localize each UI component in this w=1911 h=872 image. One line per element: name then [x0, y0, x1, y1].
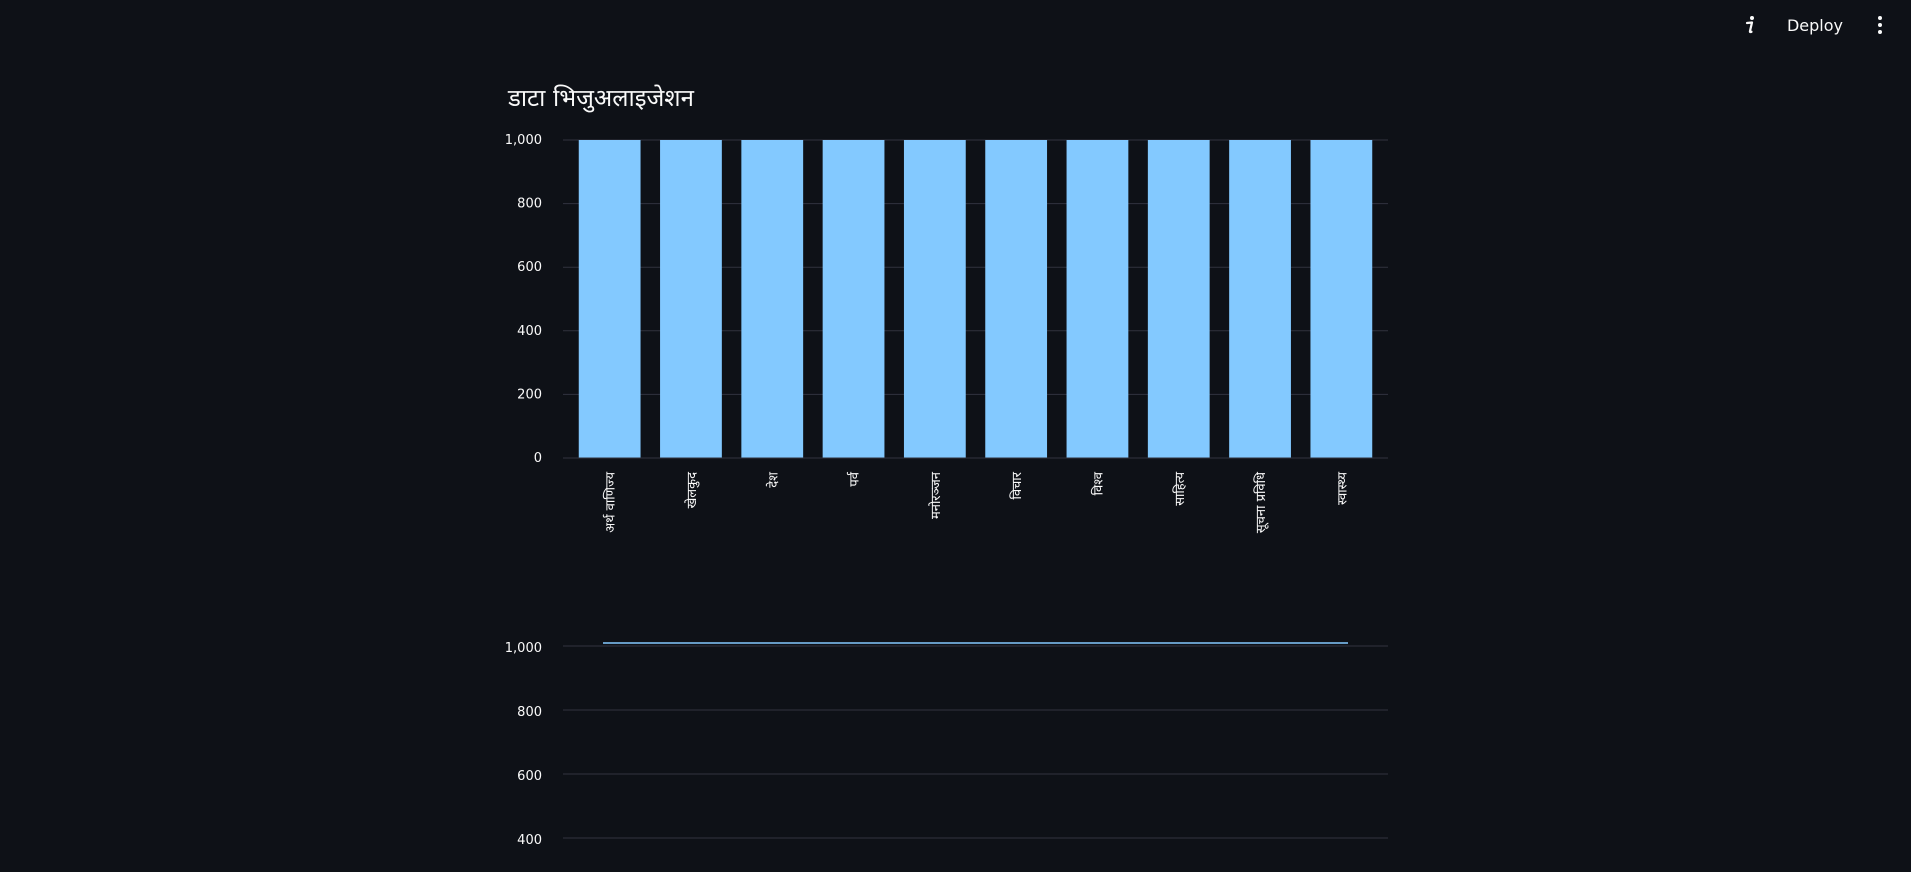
y-tick-label: 400: [517, 833, 542, 848]
x-tick-label: देश: [765, 471, 781, 488]
x-tick-label: विचार: [1009, 471, 1025, 499]
x-tick-label: खेलकुद: [684, 471, 700, 508]
bar: [1310, 140, 1373, 458]
main-content: डाटा भिजुअलाइजेशन: [508, 80, 1388, 116]
y-tick-label: 600: [517, 260, 542, 275]
bar: [1229, 140, 1291, 458]
line-chart: 400 600 800 1,000: [505, 641, 1388, 848]
page-title: डाटा भिजुअलाइजेशन: [508, 84, 694, 112]
top-toolbar: Deploy: [1733, 0, 1911, 50]
y-tick-label: 800: [517, 197, 542, 212]
x-tick-label: अर्थ वाणिज्य: [603, 472, 619, 533]
bar: [660, 140, 722, 458]
x-tick-label: साहित्य: [1172, 472, 1188, 506]
info-icon: [1745, 16, 1754, 34]
bar: [1066, 140, 1129, 458]
line-chart-container: 400 600 800 1,000: [500, 630, 1400, 872]
x-tick-label: स्वास्थ्य: [1335, 472, 1350, 505]
bar: [578, 140, 641, 458]
deploy-button[interactable]: Deploy: [1777, 8, 1853, 42]
y-tick-label: 800: [517, 705, 542, 720]
y-tick-label: 1,000: [505, 641, 542, 656]
bar-chart-container: 0 200 400 600 800 1,000 अर्थ वाणिज्य खेलकुद देश प…: [500, 132, 1400, 562]
x-tick-label: मनोरञ्जन: [928, 471, 944, 519]
x-tick-label: सूचना प्रविधि: [1253, 471, 1269, 533]
bar-chart: 0 200 400 600 800 1,000 अर्थ वाणिज्य खेलकुद देश प…: [505, 133, 1388, 533]
bar: [985, 140, 1048, 458]
bar: [903, 140, 966, 458]
y-tick-label: 0: [534, 451, 542, 466]
x-tick-label: पर्व: [847, 471, 863, 487]
x-tick-label: विश्व: [1090, 471, 1106, 495]
y-tick-label: 400: [517, 324, 542, 339]
bar: [822, 140, 885, 458]
y-tick-label: 200: [517, 387, 542, 402]
y-tick-label: 1,000: [505, 133, 542, 148]
y-tick-label: 600: [517, 769, 542, 784]
bar: [1147, 140, 1210, 458]
info-button[interactable]: [1733, 8, 1767, 42]
deploy-label: Deploy: [1786, 15, 1843, 35]
kebab-menu-icon: [1878, 16, 1882, 34]
bar: [741, 140, 804, 458]
main-menu-button[interactable]: [1863, 8, 1897, 42]
